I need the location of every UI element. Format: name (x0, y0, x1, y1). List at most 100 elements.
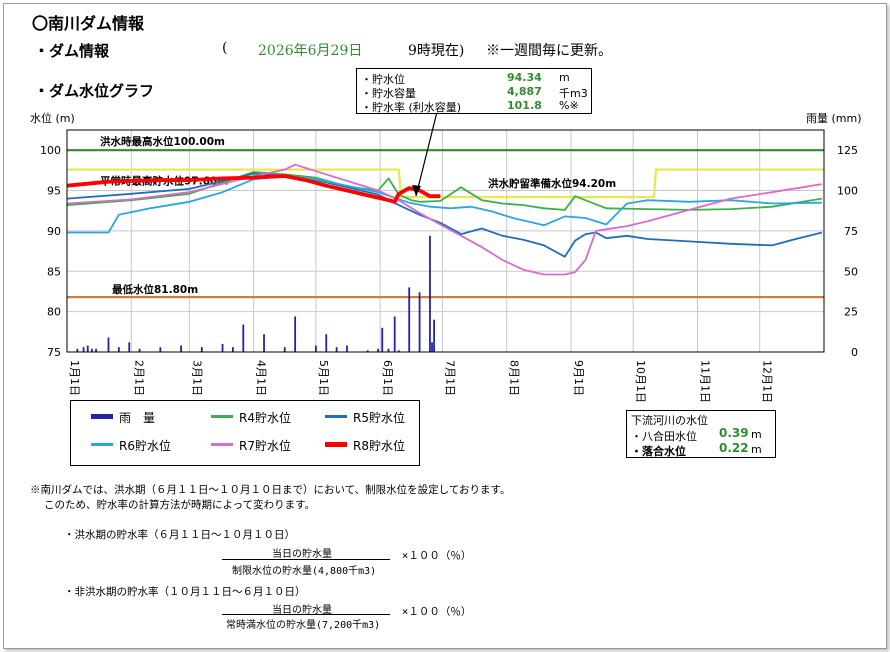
nonflood-period-title: ・非洪水期の貯水率（１０月１１日～６月１０日） (64, 586, 306, 598)
legend-r4: R4貯水位 (211, 409, 311, 425)
rain-bar (200, 347, 203, 352)
river-ochiai-unit: m (751, 443, 762, 456)
note-line-2: このため、貯水率の計算方法が時期によって変わります。 (44, 499, 316, 511)
rain-bar (366, 350, 369, 352)
y-right-tick-label: 50 (844, 265, 858, 278)
river-hachigoda-label: ・八合田水位 (631, 430, 697, 443)
legend-r4-swatch (211, 415, 233, 418)
x-tick-label: 11月1日 (698, 360, 711, 403)
legend-rain-swatch (91, 414, 113, 419)
current-row-rate: ・貯水率 (利水容量) 101.8 %※ (357, 99, 591, 115)
y-left-tick-label: 75 (47, 346, 61, 359)
legend-r6-swatch (91, 443, 113, 446)
x-tick-label: 2月1日 (132, 360, 145, 396)
reference-line-label: 洪水貯留準備水位94.20m (488, 177, 616, 190)
rain-bar (263, 334, 265, 352)
flood-period-title: ・洪水期の貯水率（６月１１日～１０月１０日） (64, 529, 295, 541)
rain-bar (117, 347, 120, 352)
plot-border (66, 129, 825, 353)
legend-r8-label: R8貯水位 (353, 439, 405, 453)
series-line-3 (66, 163, 823, 276)
river-ochiai-label: ・落合水位 (631, 445, 686, 458)
rain-bar (335, 347, 338, 352)
rain-bar (429, 235, 431, 352)
flood-numerator: 当日の貯水量 (272, 549, 332, 560)
x-tick-label: 6月1日 (381, 360, 394, 396)
flood-fraction-line (222, 559, 390, 560)
x-tick-label: 5月1日 (317, 360, 330, 396)
x-tick-label: 3月1日 (190, 360, 203, 396)
series-lines (66, 163, 823, 276)
rain-bar (180, 345, 182, 352)
x-tick-label: 12月1日 (761, 360, 774, 403)
legend-rain: 雨 量 (91, 409, 191, 425)
rain-bar (107, 337, 110, 352)
dam-info-heading: ・ダム情報 (34, 42, 110, 60)
y-right-tick-label: 75 (844, 225, 858, 238)
rain-bar (431, 342, 433, 352)
y-right-tick-label: 25 (844, 306, 858, 319)
legend-r7-label: R7貯水位 (239, 439, 291, 453)
y-left-tick-label: 85 (47, 265, 61, 278)
rain-bar (82, 347, 85, 352)
rain-bar (418, 292, 421, 352)
rain-bar (387, 348, 390, 352)
flood-denominator: 制限水位の貯水量(4,800千m3) (232, 566, 377, 577)
report-date: 2026年6月29日 (258, 43, 363, 59)
annotation-arrowhead (412, 185, 421, 196)
legend-r6: R6貯水位 (91, 437, 191, 453)
x-tick-label: 8月1日 (508, 360, 521, 396)
series-line-2 (67, 175, 822, 234)
legend-r5-label: R5貯水位 (353, 411, 405, 425)
rain-bar (381, 327, 384, 352)
rainfall-bars (76, 235, 435, 352)
legend-rain-label: 雨 量 (119, 411, 156, 425)
legend-r8-swatch (325, 442, 347, 447)
rain-bar (294, 316, 297, 352)
x-tick-label: 4月1日 (255, 360, 268, 396)
reference-line-1 (67, 168, 824, 199)
nonflood-denominator: 常時満水位の貯水量(7,200千m3) (226, 620, 381, 631)
current-level-value: 94.34 (507, 71, 542, 84)
rain-bar (314, 345, 317, 352)
chart-legend: 雨 量 R4貯水位 R5貯水位 R6貯水位 R7貯水位 R8貯水位 (70, 400, 420, 466)
current-row-level: ・貯水位 94.34 m (357, 71, 591, 87)
nonflood-fraction-line (222, 614, 390, 615)
rain-bar (90, 348, 93, 352)
rain-bar (242, 324, 245, 352)
axis-labels: 75 0 80 25 85 50 90 75 95 100 100 125 1月1日 2月1日 3月1日 4月… (30, 111, 862, 403)
reference-line-label: 最低水位81.80m (112, 283, 198, 296)
flood-multiplier: ×１００（％） (402, 550, 472, 562)
downstream-river-box: 下流河川の水位 ・八合田水位 0.39 m ・落合水位 0.22 m (626, 410, 776, 458)
rain-bar (393, 316, 396, 352)
page-title: 〇南川ダム情報 (32, 14, 145, 33)
gridlines (66, 129, 825, 353)
rain-bar (397, 350, 400, 352)
plot-area (66, 129, 825, 353)
rain-bar (76, 348, 79, 352)
rain-bar (283, 347, 286, 352)
current-level-unit: m (559, 71, 570, 84)
rain-bar (346, 345, 348, 352)
river-box-title: 下流河川の水位 (631, 414, 708, 427)
note-line-1: ※南川ダムでは、洪水期（６月１１日～１０月１０日まで）において、制限水位を設定し… (30, 484, 511, 496)
y-right-tick-label: 125 (837, 144, 858, 157)
y-left-tick-label: 80 (47, 306, 61, 319)
report-time: 9時現在) (408, 43, 465, 59)
current-row-volume: ・貯水容量 4,887 千m3 (357, 85, 591, 101)
y-left-tick-label: 90 (47, 225, 61, 238)
legend-r7-swatch (211, 443, 233, 446)
river-hachigoda-unit: m (751, 428, 762, 441)
rain-bar (138, 348, 141, 352)
legend-r4-label: R4貯水位 (239, 411, 291, 425)
legend-r7: R7貯水位 (211, 437, 311, 453)
rain-bar (159, 347, 162, 352)
axes (66, 129, 825, 353)
current-volume-label: ・貯水容量 (361, 87, 416, 100)
river-ochiai-value: 0.22 (719, 441, 749, 455)
rain-bar (221, 343, 224, 352)
date-open-paren: ( (222, 40, 228, 56)
current-volume-value: 4,887 (507, 85, 542, 98)
y-right-axis-title: 雨量 (mm) (806, 112, 862, 125)
